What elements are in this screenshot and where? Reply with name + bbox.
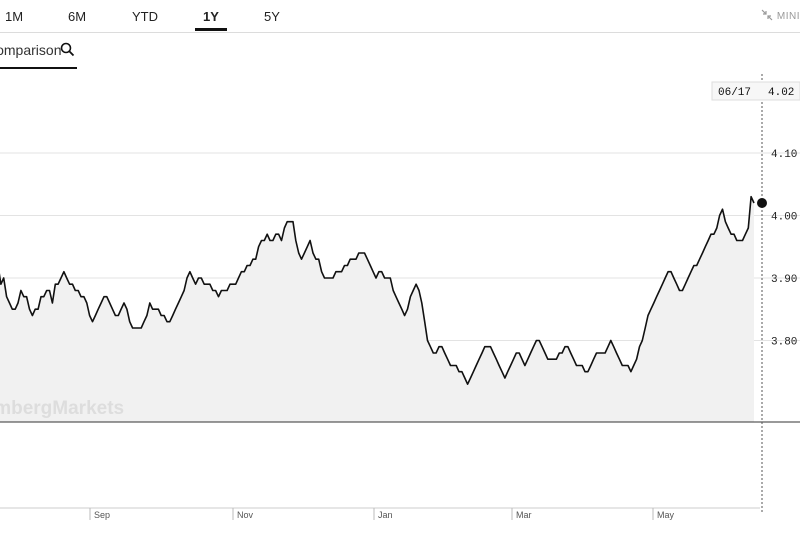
y-tick-label: 4.10 [771,149,797,161]
range-tab-ytd[interactable]: YTD [132,9,158,24]
range-tab-1y[interactable]: 1Y [195,0,227,31]
mini-label: MINI [776,11,800,22]
price-line [0,195,755,385]
y-tick-label: 3.80 [771,337,797,349]
collapse-arrows-icon [761,9,773,21]
range-selector: 1M 6M YTD 1Y 5Y MINI [0,0,800,33]
x-tick-label: Jan [378,510,393,520]
y-tick-label: 4.00 [771,212,797,224]
range-tab-5y[interactable]: 5Y [264,9,280,24]
last-value-badge: 06/17 4.02 [711,81,800,101]
y-tick-label: 3.90 [771,274,797,286]
x-tick-label: Nov [237,510,254,520]
last-date: 06/17 [718,87,751,99]
x-tick-label: Mar [516,510,532,520]
mini-button[interactable]: MINI [761,0,800,32]
last-value: 4.02 [768,87,794,99]
last-point-marker[interactable] [757,198,767,208]
price-area [0,196,754,422]
price-chart[interactable]: BloombergMarkets 06/17 4.02 3.80 3.90 4.00… [0,68,800,534]
range-tab-6m[interactable]: 6M [67,9,87,24]
x-tick-label: May [657,510,675,520]
range-tab-1m[interactable]: 1M [4,9,24,24]
x-tick-label: Sep [94,510,110,520]
comparison-label: Comparison [0,42,62,58]
comparison-search[interactable]: Comparison [0,33,77,69]
search-icon[interactable] [60,42,75,57]
watermark: BloombergMarkets [0,398,124,419]
